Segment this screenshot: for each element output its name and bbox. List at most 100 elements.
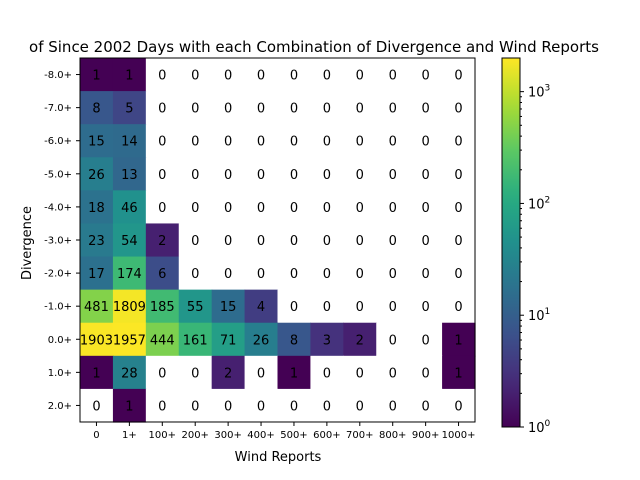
heatmap-cell xyxy=(409,256,443,291)
heatmap-cell xyxy=(211,124,246,158)
cell-value-label: 0 xyxy=(323,399,331,414)
cell-value-label: 1 xyxy=(92,69,100,84)
cell-value-label: 0 xyxy=(323,234,331,249)
heatmap-cell xyxy=(145,289,180,324)
cell-value-label: 0 xyxy=(158,366,166,381)
cell-value-label: 0 xyxy=(389,69,397,84)
cell-value-label: 0 xyxy=(158,69,166,84)
cell-value-label: 0 xyxy=(389,234,397,249)
heatmap-cell xyxy=(211,256,246,291)
heatmap-cell xyxy=(244,289,279,324)
cell-value-label: 0 xyxy=(158,102,166,117)
cell-value-label: 0 xyxy=(421,267,429,282)
cell-value-label: 0 xyxy=(454,300,462,315)
heatmap-cell xyxy=(178,58,213,92)
cell-value-label: 8 xyxy=(290,333,298,348)
heatmap-cell xyxy=(277,223,312,258)
heatmap-cell xyxy=(80,190,114,225)
cell-value-label: 0 xyxy=(191,201,199,216)
cell-value-label: 1 xyxy=(125,69,133,84)
cell-value-label: 46 xyxy=(121,201,138,216)
cell-value-label: 0 xyxy=(290,69,298,84)
heatmap-cell xyxy=(145,223,180,258)
heatmap-cell xyxy=(376,58,410,92)
cell-value-label: 0 xyxy=(257,102,265,117)
cell-value-label: 1809 xyxy=(113,300,146,315)
cell-value-label: 0 xyxy=(421,135,429,150)
cell-value-label: 1957 xyxy=(113,333,146,348)
heatmap-cell xyxy=(343,388,377,423)
cell-value-label: 0 xyxy=(421,201,429,216)
heatmap-cell xyxy=(112,190,147,225)
cell-value-label: 0 xyxy=(290,102,298,117)
cell-value-label: 0 xyxy=(323,366,331,381)
heatmap-cell xyxy=(409,58,443,92)
cell-value-label: 18 xyxy=(88,201,105,216)
cell-value-label: 1 xyxy=(125,399,133,414)
heatmap-cell xyxy=(277,58,312,92)
heatmap-cell xyxy=(343,124,377,158)
heatmap-cell xyxy=(80,289,114,324)
heatmap-cell xyxy=(442,157,476,191)
cell-value-label: 26 xyxy=(253,333,270,348)
y-tick-label: -3.0+ xyxy=(44,235,72,246)
cell-value-label: 0 xyxy=(421,102,429,117)
heatmap-cell xyxy=(409,91,443,125)
heatmap-cell xyxy=(178,355,213,390)
x-tick-label: 800+ xyxy=(379,430,406,441)
y-tick-label: 2.0+ xyxy=(48,401,72,412)
heatmap-cell xyxy=(343,190,377,225)
heatmap-cell xyxy=(343,289,377,324)
heatmap-cell xyxy=(145,157,180,191)
heatmap-cell xyxy=(244,223,279,258)
cell-value-label: 0 xyxy=(389,300,397,315)
cell-value-label: 0 xyxy=(421,333,429,348)
cell-value-label: 0 xyxy=(158,135,166,150)
cell-value-label: 0 xyxy=(191,69,199,84)
x-tick-label: 100+ xyxy=(149,430,176,441)
heatmap-cell xyxy=(80,355,114,390)
cell-value-label: 0 xyxy=(191,234,199,249)
cell-value-label: 54 xyxy=(121,234,138,249)
heatmap-cell xyxy=(211,355,246,390)
heatmap-cell xyxy=(112,388,147,423)
heatmap-cell xyxy=(211,388,246,423)
heatmap-cell xyxy=(376,256,410,291)
cell-value-label: 0 xyxy=(356,201,364,216)
cell-value-label: 3 xyxy=(323,333,331,348)
cell-value-label: 1 xyxy=(454,333,462,348)
colorbar-ticks: 100 101 102 103 xyxy=(520,84,551,436)
cell-value-label: 185 xyxy=(150,300,175,315)
heatmap-cell xyxy=(376,322,410,357)
heatmap-cell xyxy=(244,190,279,225)
cell-value-label: 0 xyxy=(257,399,265,414)
heatmap-cell xyxy=(442,355,476,390)
colorbar xyxy=(501,57,521,428)
heatmap-cells xyxy=(80,58,476,423)
heatmap-cell xyxy=(343,256,377,291)
heatmap-cell xyxy=(409,124,443,158)
cell-value-label: 2 xyxy=(158,234,166,249)
heatmap-cell xyxy=(211,157,246,191)
heatmap-cell xyxy=(244,256,279,291)
heatmap-cell xyxy=(112,289,147,324)
heatmap-cell xyxy=(277,91,312,125)
x-tick-label: 700+ xyxy=(346,430,373,441)
heatmap-cell xyxy=(376,223,410,258)
y-tick-label: -7.0+ xyxy=(44,103,72,114)
heatmap-cell xyxy=(244,91,279,125)
cell-value-label: 0 xyxy=(356,135,364,150)
heatmap-cell xyxy=(145,58,180,92)
cell-value-label: 0 xyxy=(356,300,364,315)
heatmap-cell xyxy=(310,388,344,423)
heatmap-cell xyxy=(310,322,344,357)
cell-value-label: 0 xyxy=(323,102,331,117)
cell-value-label: 4 xyxy=(257,300,265,315)
chart-title: of Since 2002 Days with each Combination… xyxy=(29,38,599,56)
heatmap-cell xyxy=(178,289,213,324)
cell-value-label: 444 xyxy=(150,333,175,348)
cell-value-label: 0 xyxy=(257,267,265,282)
x-tick-label: 200+ xyxy=(181,430,208,441)
y-tick-label: -8.0+ xyxy=(44,70,72,81)
